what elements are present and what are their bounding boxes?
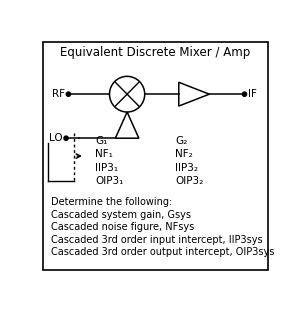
Text: Cascaded 3rd order output intercept, OIP3sys: Cascaded 3rd order output intercept, OIP… (51, 247, 274, 257)
Text: OIP3₂: OIP3₂ (175, 176, 204, 186)
Circle shape (66, 92, 71, 96)
Circle shape (242, 92, 247, 96)
Text: Determine the following:: Determine the following: (51, 197, 172, 207)
Text: Equivalent Discrete Mixer / Amp: Equivalent Discrete Mixer / Amp (60, 46, 250, 59)
Text: OIP3₁: OIP3₁ (95, 176, 124, 186)
Text: IF: IF (248, 89, 257, 99)
Text: LO: LO (49, 133, 62, 143)
Text: IIP3₁: IIP3₁ (95, 163, 118, 173)
Text: Cascaded noise figure, NFsys: Cascaded noise figure, NFsys (51, 222, 194, 232)
Text: RF: RF (52, 89, 65, 99)
Circle shape (64, 136, 68, 140)
Text: NF₂: NF₂ (175, 149, 193, 159)
Text: Cascaded 3rd order input intercept, IIP3sys: Cascaded 3rd order input intercept, IIP3… (51, 235, 262, 244)
Text: IIP3₂: IIP3₂ (175, 163, 198, 173)
Text: G₂: G₂ (175, 136, 188, 146)
Text: NF₁: NF₁ (95, 149, 113, 159)
Text: G₁: G₁ (95, 136, 108, 146)
Text: Cascaded system gain, Gsys: Cascaded system gain, Gsys (51, 210, 191, 220)
